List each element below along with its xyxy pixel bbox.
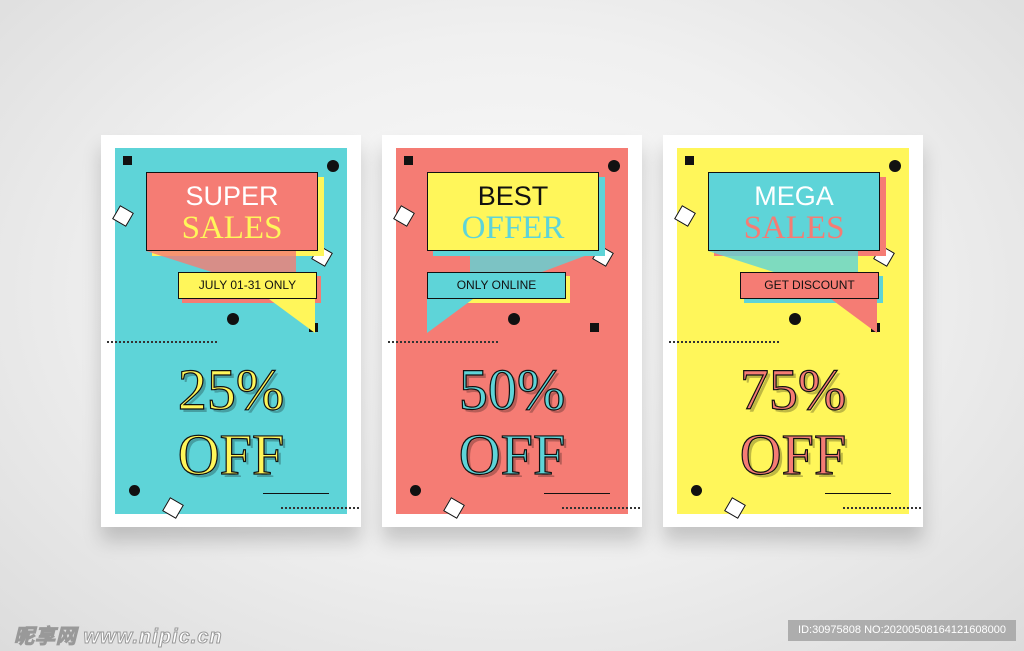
dotted-line xyxy=(843,507,921,509)
poster-card: BEST OFFER ONLY ONLINE 50% OFF xyxy=(382,135,642,527)
circle-icon xyxy=(889,160,901,172)
circle-icon xyxy=(789,313,801,325)
ribbon-fold xyxy=(427,299,473,333)
square-icon xyxy=(685,156,694,165)
cube-icon xyxy=(162,497,184,519)
dotted-line xyxy=(107,341,217,343)
circle-icon xyxy=(508,313,520,325)
circle-icon xyxy=(327,160,339,172)
watermark-id: ID:30975808 NO:20200508164121608000 xyxy=(788,620,1016,641)
title-banner: BEST OFFER xyxy=(427,172,599,251)
cube-icon xyxy=(724,497,746,519)
discount-percent: 25% xyxy=(177,357,285,422)
poster-card: SUPER SALES JULY 01-31 ONLY 25% OFF xyxy=(101,135,361,527)
circle-icon xyxy=(129,485,140,496)
title-line-1: SUPER xyxy=(185,181,279,211)
discount-off: OFF xyxy=(739,422,847,487)
cube-icon xyxy=(443,497,465,519)
dotted-line xyxy=(562,507,640,509)
ribbon-label: JULY 01-31 ONLY xyxy=(178,272,317,299)
line-decoration xyxy=(263,493,329,494)
discount-off: OFF xyxy=(458,422,566,487)
square-icon xyxy=(590,323,599,332)
ribbon-fold xyxy=(269,299,315,333)
discount-percent: 50% xyxy=(458,357,566,422)
title-line-2: SALES xyxy=(743,210,845,246)
dotted-line xyxy=(281,507,359,509)
line-decoration xyxy=(544,493,610,494)
title-line-1: MEGA xyxy=(754,181,834,211)
dotted-line xyxy=(669,341,779,343)
dotted-line xyxy=(388,341,498,343)
circle-icon xyxy=(691,485,702,496)
discount-off: OFF xyxy=(177,422,285,487)
title-line-2: OFFER xyxy=(461,210,565,246)
line-decoration xyxy=(825,493,891,494)
watermark-logo: 昵享网 www.nipic.cn xyxy=(14,626,223,649)
square-icon xyxy=(404,156,413,165)
title-banner: SUPER SALES xyxy=(146,172,318,251)
ribbon-fold xyxy=(831,299,877,333)
cube-icon xyxy=(112,205,134,227)
circle-icon xyxy=(410,485,421,496)
poster-card: MEGA SALES GET DISCOUNT 75% OFF xyxy=(663,135,923,527)
title-line-1: BEST xyxy=(477,181,549,211)
title-banner: MEGA SALES xyxy=(708,172,880,251)
discount-percent: 75% xyxy=(739,357,847,422)
cube-icon xyxy=(674,205,696,227)
cube-icon xyxy=(393,205,415,227)
ribbon-label: GET DISCOUNT xyxy=(740,272,879,299)
circle-icon xyxy=(608,160,620,172)
square-icon xyxy=(123,156,132,165)
ribbon-label: ONLY ONLINE xyxy=(427,272,566,299)
title-line-2: SALES xyxy=(181,210,283,246)
circle-icon xyxy=(227,313,239,325)
